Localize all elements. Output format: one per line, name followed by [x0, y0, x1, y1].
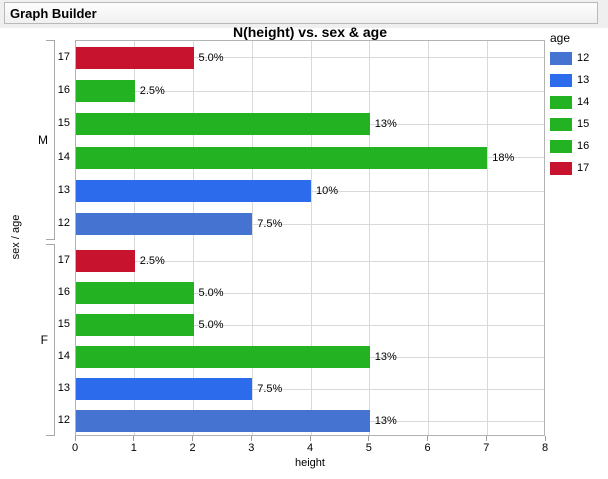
bar-value-label: 5.0%	[198, 51, 224, 64]
y-tick-label: 17	[57, 254, 70, 266]
gridline-horizontal	[76, 223, 544, 225]
report-outline-bar[interactable]: Graph Builder	[4, 2, 598, 24]
gridline-horizontal	[76, 388, 544, 390]
gridline-horizontal	[76, 90, 544, 92]
plot-area: 5.0% 2.5% 13% 18% 10% 7.5% 2.5% 5.0% 5.0% 13% 7.5%…	[75, 40, 545, 436]
report-title: Graph Builder	[10, 5, 97, 21]
bar-M-12[interactable]	[76, 213, 253, 236]
bar-value-label: 5.0%	[198, 319, 224, 331]
group-bracket-tick	[46, 244, 54, 245]
x-tick-label: 1	[130, 442, 137, 454]
gridline-vertical	[310, 41, 312, 435]
legend-entry-label: 15	[577, 118, 590, 130]
x-tick	[133, 436, 135, 441]
x-tick-label: 5	[365, 442, 372, 454]
legend-entry-label: 14	[577, 96, 590, 108]
bar-M-13[interactable]	[76, 180, 311, 202]
y-axis-title: sex / age	[10, 214, 22, 260]
bar-M-14[interactable]	[76, 146, 488, 169]
y-tick-label: 14	[57, 350, 70, 362]
bar-F-17[interactable]	[76, 250, 135, 272]
bar-value-label: 7.5%	[257, 383, 283, 395]
gridline-vertical	[428, 41, 429, 435]
gridline-vertical	[193, 41, 194, 435]
y-tick-label: 14	[57, 150, 70, 163]
gridline-horizontal	[76, 324, 544, 326]
y-tick-label: 12	[57, 217, 70, 230]
y-tick-label: 16	[57, 84, 70, 96]
legend-swatch-15[interactable]	[550, 118, 572, 131]
group-label-F: F	[40, 333, 48, 347]
y-tick-label: 13	[57, 184, 70, 196]
legend-title: age	[550, 31, 571, 45]
bar-F-14[interactable]	[76, 346, 370, 368]
bar-M-15[interactable]	[76, 113, 370, 136]
bar-F-16[interactable]	[76, 282, 194, 304]
group-bracket-tick	[46, 239, 54, 240]
x-tick-label: 3	[248, 442, 255, 454]
y-tick-label: 17	[57, 50, 70, 63]
gridline-horizontal	[76, 260, 544, 262]
group-bracket-tick	[46, 40, 54, 41]
legend-swatch-16[interactable]	[550, 140, 572, 153]
y-tick-label: 16	[57, 286, 70, 298]
group-label-M: M	[38, 133, 48, 147]
bar-value-label: 13%	[374, 118, 397, 131]
x-tick-label: 2	[189, 442, 196, 454]
legend-entry-label: 17	[577, 162, 590, 174]
bar-value-label: 10%	[316, 185, 339, 197]
x-tick-label: 8	[541, 442, 549, 454]
group-bracket-tick	[46, 435, 54, 436]
gridline-horizontal	[76, 57, 544, 59]
x-tick	[74, 436, 76, 441]
bar-value-label: 7.5%	[257, 218, 283, 231]
gridline-vertical	[486, 41, 488, 435]
y-tick-label: 15	[57, 318, 70, 330]
bar-F-13[interactable]	[76, 378, 253, 400]
bar-M-17[interactable]	[76, 46, 194, 69]
x-tick-label: 0	[71, 442, 79, 454]
x-tick-label: 7	[483, 442, 490, 454]
x-axis-title: height	[295, 457, 325, 469]
x-tick	[427, 436, 428, 441]
bar-M-16[interactable]	[76, 80, 135, 102]
x-tick	[309, 436, 311, 441]
bar-value-label: 5.0%	[198, 287, 224, 299]
gridline-horizontal	[76, 292, 544, 294]
legend-swatch-14[interactable]	[550, 96, 572, 109]
x-tick	[250, 436, 252, 441]
bar-value-label: 13%	[374, 415, 397, 427]
x-tick	[192, 436, 193, 441]
group-bracket	[54, 244, 55, 436]
gridline-vertical	[134, 41, 136, 435]
y-tick-label: 13	[57, 382, 70, 394]
bar-value-label: 2.5%	[139, 85, 165, 97]
x-tick-label: 6	[424, 442, 431, 454]
x-tick-label: 4	[306, 442, 314, 454]
group-bracket	[54, 40, 55, 240]
x-tick	[485, 436, 487, 441]
x-tick	[368, 436, 370, 441]
y-tick-label: 12	[57, 414, 70, 426]
x-tick	[544, 436, 546, 441]
legend-swatch-17[interactable]	[550, 162, 572, 175]
legend-entry-label: 12	[577, 52, 590, 64]
gridline-vertical	[251, 41, 253, 435]
legend-entry-label: 13	[577, 74, 590, 86]
legend-swatch-12[interactable]	[550, 52, 572, 65]
legend-swatch-13[interactable]	[550, 74, 572, 87]
bar-F-15[interactable]	[76, 314, 194, 336]
chart-title: N(height) vs. sex & age	[232, 24, 388, 40]
bar-value-label: 18%	[492, 151, 515, 164]
y-tick-label: 15	[57, 117, 70, 130]
bar-value-label: 13%	[374, 351, 397, 363]
legend-entry-label: 16	[577, 140, 590, 152]
bar-value-label: 2.5%	[139, 255, 165, 267]
gridline-vertical	[369, 41, 371, 435]
bar-F-12[interactable]	[76, 410, 370, 432]
